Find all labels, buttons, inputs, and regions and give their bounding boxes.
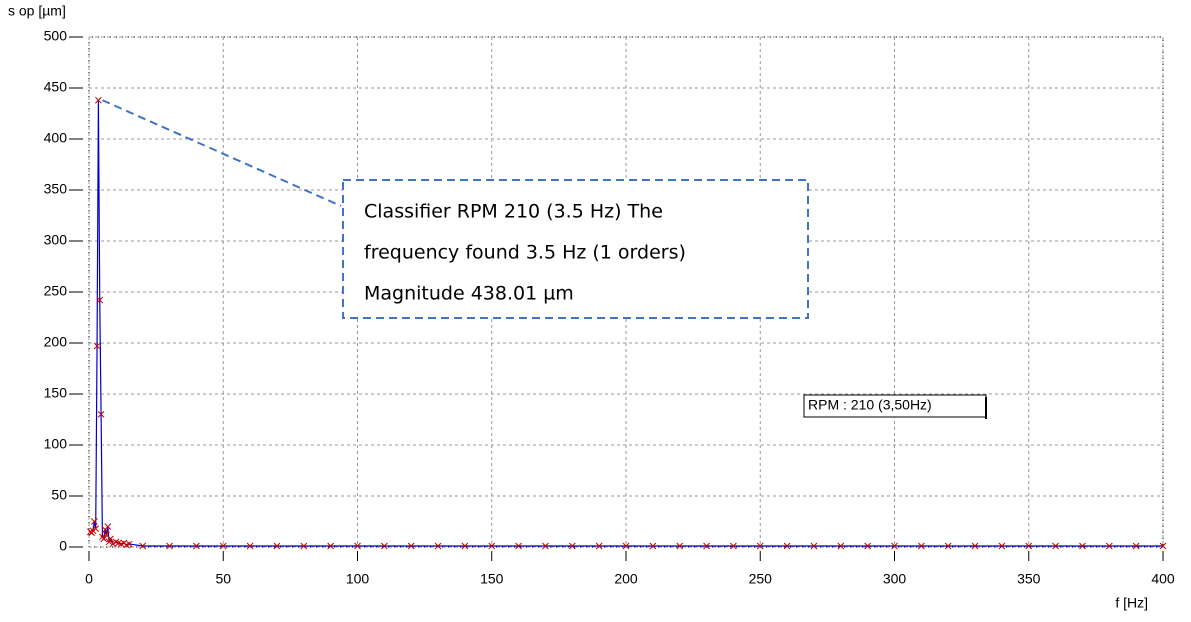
x-axis-label: f [Hz] xyxy=(1115,595,1148,611)
point-marker xyxy=(542,542,549,550)
x-tick-label: 300 xyxy=(883,571,907,587)
point-marker xyxy=(300,542,308,550)
y-tick-label: 500 xyxy=(44,28,68,44)
point-marker xyxy=(95,96,102,104)
point-marker xyxy=(730,542,737,550)
point-marker xyxy=(104,523,112,530)
callout-text: Classifier RPM 210 (3.5 Hz) The xyxy=(364,201,663,223)
x-tick-label: 100 xyxy=(346,571,370,587)
point-marker xyxy=(891,542,898,550)
point-marker xyxy=(93,342,101,350)
point-marker xyxy=(246,542,254,550)
y-tick-label: 400 xyxy=(44,130,68,146)
callout-text: Magnitude 438.01 µm xyxy=(364,283,574,305)
callout-box xyxy=(342,179,809,319)
y-tick-label: 350 xyxy=(44,181,68,197)
point-marker xyxy=(461,542,469,550)
point-marker xyxy=(810,542,818,550)
point-marker xyxy=(327,542,335,550)
point-marker xyxy=(649,542,657,550)
point-marker xyxy=(107,535,114,543)
point-marker xyxy=(92,525,100,532)
y-tick-label: 150 xyxy=(44,385,68,401)
y-tick-label: 50 xyxy=(51,487,67,503)
point-marker xyxy=(595,542,603,550)
marker-label: RPM : 210 (3,50Hz) xyxy=(808,397,932,413)
x-tick-label: 350 xyxy=(1017,571,1041,587)
point-marker xyxy=(703,542,710,550)
point-marker xyxy=(219,542,227,550)
point-marker xyxy=(998,542,1006,550)
y-tick-label: 250 xyxy=(44,283,68,299)
point-marker xyxy=(676,542,684,550)
y-tick-label: 0 xyxy=(59,538,67,554)
y-tick-label: 200 xyxy=(44,334,68,350)
point-marker xyxy=(193,542,200,550)
point-marker xyxy=(864,542,872,550)
point-marker xyxy=(434,542,442,550)
point-marker xyxy=(1079,542,1086,550)
point-marker xyxy=(944,542,952,550)
point-marker xyxy=(97,411,105,418)
point-marker xyxy=(1052,542,1059,550)
point-marker xyxy=(1159,542,1167,550)
point-marker xyxy=(166,542,173,550)
point-marker xyxy=(917,542,925,550)
y-tick-label: 450 xyxy=(44,79,68,95)
point-marker xyxy=(100,535,108,543)
x-tick-label: 200 xyxy=(614,571,638,587)
point-marker xyxy=(1025,542,1033,550)
point-marker xyxy=(756,542,764,550)
x-tick-label: 0 xyxy=(85,571,93,587)
callout-text: frequency found 3.5 Hz (1 orders) xyxy=(364,242,686,264)
y-tick-label: 100 xyxy=(44,436,68,452)
point-marker xyxy=(837,542,845,550)
point-marker xyxy=(1132,542,1140,550)
point-marker xyxy=(568,542,576,550)
point-marker xyxy=(407,542,415,550)
point-marker xyxy=(783,542,791,550)
point-marker xyxy=(622,542,630,550)
point-marker xyxy=(139,542,147,550)
point-marker xyxy=(515,542,522,550)
x-tick-label: 150 xyxy=(480,571,504,587)
x-tick-label: 50 xyxy=(215,571,231,587)
point-marker xyxy=(380,542,388,550)
point-marker xyxy=(91,518,98,525)
x-tick-label: 400 xyxy=(1151,571,1175,587)
y-tick-label: 300 xyxy=(44,232,68,248)
point-marker xyxy=(125,540,133,548)
point-marker xyxy=(971,542,979,550)
x-tick-label: 250 xyxy=(749,571,773,587)
point-marker xyxy=(354,542,361,550)
callout-leader xyxy=(101,99,342,207)
point-marker xyxy=(488,542,496,550)
y-axis-label: s op [µm] xyxy=(8,3,66,19)
point-marker xyxy=(96,296,104,304)
point-marker xyxy=(273,542,281,550)
point-marker xyxy=(1105,542,1113,550)
